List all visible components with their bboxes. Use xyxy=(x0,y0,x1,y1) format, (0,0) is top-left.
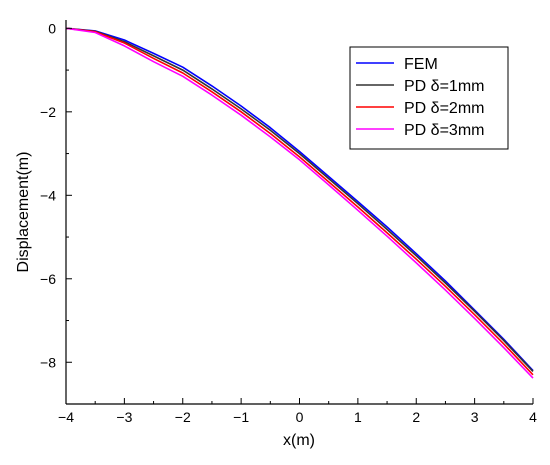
legend-label: PD δ=1mm xyxy=(404,78,484,95)
series-line xyxy=(65,27,534,372)
x-tick-label: −1 xyxy=(233,409,249,425)
y-tick-label: 0 xyxy=(48,20,56,36)
x-tick-label: −2 xyxy=(175,409,191,425)
plot-area xyxy=(65,27,534,379)
x-tick-label: 3 xyxy=(471,409,479,425)
legend-box xyxy=(349,46,509,150)
legend: FEM PD δ=1mm PD δ=2mm PD δ=3mm xyxy=(349,46,509,150)
legend-label: PD δ=2mm xyxy=(404,100,484,117)
legend-label: FEM xyxy=(404,56,438,73)
x-tick-label: 1 xyxy=(354,409,362,425)
x-tick-label: −3 xyxy=(116,409,132,425)
series-line xyxy=(65,27,534,379)
legend-label: PD δ=3mm xyxy=(404,122,484,139)
x-tick-label: 4 xyxy=(529,409,537,425)
x-tick-label: −4 xyxy=(58,409,74,425)
series-line xyxy=(65,27,534,372)
x-tick-label: 2 xyxy=(412,409,420,425)
y-tick-label: −6 xyxy=(40,271,56,287)
y-tick-label: −8 xyxy=(40,354,56,370)
x-tick-label: 0 xyxy=(296,409,304,425)
series-line xyxy=(65,27,534,376)
x-axis-label: x(m) xyxy=(283,432,315,449)
x-axis-ticks: −4 −3 −2 −1 0 1 2 3 4 xyxy=(58,398,537,425)
y-tick-label: −2 xyxy=(40,104,56,120)
y-tick-label: −4 xyxy=(40,187,56,203)
y-axis-label: Displacement(m) xyxy=(15,152,32,273)
y-axis-ticks: 0 −2 −4 −6 −8 xyxy=(40,20,72,405)
